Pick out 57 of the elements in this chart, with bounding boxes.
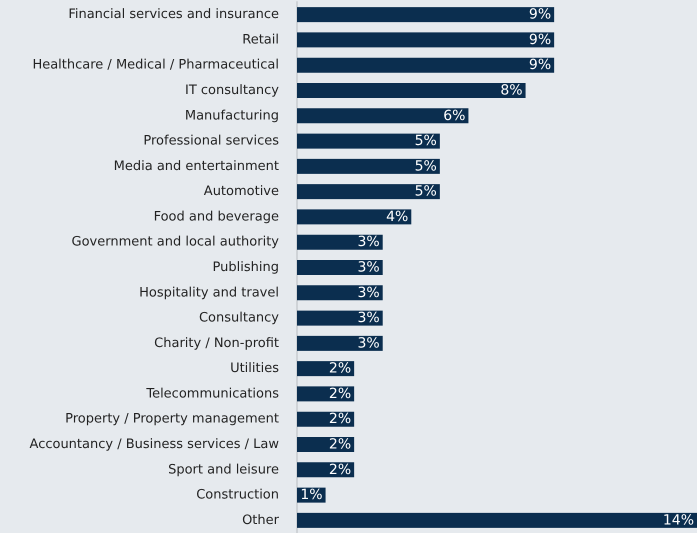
y-tick-label: Professional services <box>143 134 280 149</box>
data-label: 3% <box>357 335 380 352</box>
data-label: 5% <box>414 184 437 200</box>
data-label: 9% <box>528 6 552 23</box>
y-tick-label: Food and beverage <box>154 209 279 224</box>
bar <box>297 336 383 351</box>
y-tick-label: Accountancy / Business services / Law <box>30 437 280 452</box>
y-tick-label: Healthcare / Medical / Pharmaceutical <box>32 58 279 73</box>
y-tick-label: Media and entertainment <box>114 158 279 174</box>
bar <box>297 209 412 224</box>
data-label: 9% <box>528 32 552 48</box>
y-tick-label: Consultancy <box>198 310 280 326</box>
data-label: 3% <box>357 284 380 301</box>
data-label: 2% <box>328 411 352 428</box>
bar <box>297 184 440 200</box>
bar <box>297 58 554 73</box>
data-label: 2% <box>328 386 352 402</box>
data-label: 3% <box>357 234 380 250</box>
y-tick-label: Hospitality and travel <box>139 285 279 300</box>
data-label: 3% <box>357 260 380 276</box>
y-tick-label: Other <box>242 512 280 528</box>
data-label: 2% <box>328 462 352 478</box>
bar <box>297 7 554 22</box>
bar <box>297 234 383 250</box>
data-label: 8% <box>500 82 523 98</box>
data-label: 14% <box>662 512 694 528</box>
bar <box>297 83 526 98</box>
data-label: 5% <box>414 133 437 150</box>
bar <box>297 310 383 326</box>
bar <box>297 285 383 300</box>
data-label: 9% <box>528 57 552 74</box>
y-tick-label: Telecommunications <box>145 386 280 402</box>
bar <box>297 108 468 124</box>
bar <box>297 512 697 528</box>
data-label: 2% <box>328 360 352 377</box>
y-tick-label: Financial services and insurance <box>68 7 279 22</box>
bar <box>297 158 440 174</box>
data-label: 4% <box>386 208 408 225</box>
y-tick-label: Retail <box>242 32 279 48</box>
bar <box>297 260 383 275</box>
y-tick-label: Construction <box>196 488 279 503</box>
y-tick-label: Sport and leisure <box>168 462 279 478</box>
y-tick-label: Property / Property management <box>65 412 279 427</box>
data-label: 1% <box>300 487 323 504</box>
y-tick-label: IT consultancy <box>184 83 280 98</box>
data-label: 5% <box>414 158 437 174</box>
bar <box>297 32 554 48</box>
y-tick-label: Charity / Non-profit <box>154 336 279 351</box>
bar <box>297 134 440 149</box>
y-tick-label: Automotive <box>204 184 279 200</box>
y-tick-label: Publishing <box>212 260 279 275</box>
y-tick-label: Government and local authority <box>72 234 280 250</box>
data-label: 2% <box>328 436 352 452</box>
y-tick-label: Manufacturing <box>184 108 279 124</box>
data-label: 6% <box>443 108 466 124</box>
data-label: 3% <box>357 310 380 326</box>
y-tick-label: Utilities <box>230 361 280 376</box>
